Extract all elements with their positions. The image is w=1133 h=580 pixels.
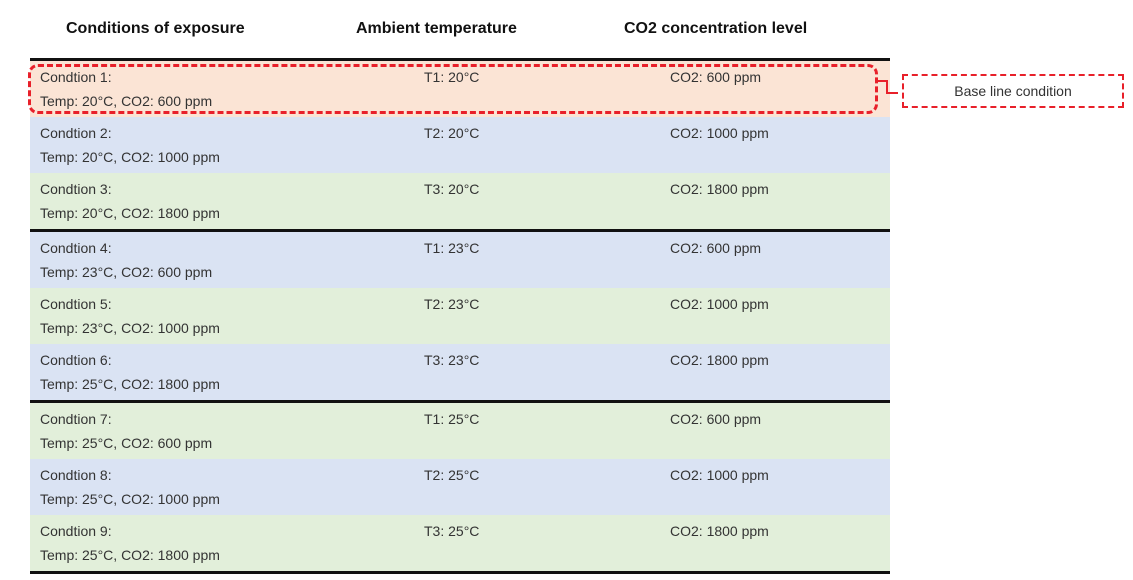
ambient-temperature-cell: T1: 20°C [424,69,480,85]
baseline-condition-callout: Base line condition [902,74,1124,108]
co2-level-cell: CO2: 600 ppm [670,240,762,256]
ambient-temperature-cell: T1: 25°C [424,411,480,427]
ambient-temperature-cell: T2: 25°C [424,467,480,483]
condition-detail: Temp: 25°C, CO2: 600 ppm [40,435,213,451]
condition-label: Condtion 1: [40,69,112,85]
condition-label: Condtion 2: [40,125,112,141]
co2-level-cell: CO2: 1800 ppm [670,352,769,368]
table-row-condition-3: Condtion 3: Temp: 20°C, CO2: 1800 ppm T3… [30,173,890,229]
condition-label: Condtion 5: [40,296,112,312]
table-row-condition-2: Condtion 2: Temp: 20°C, CO2: 1000 ppm T2… [30,117,890,173]
header-conditions-of-exposure: Conditions of exposure [66,20,245,37]
condition-label: Condtion 7: [40,411,112,427]
conditions-table: Condtion 1: Temp: 20°C, CO2: 600 ppm T1:… [30,58,890,574]
callout-connector-tail [886,92,898,94]
co2-level-cell: CO2: 1800 ppm [670,523,769,539]
callout-connector [878,80,888,94]
condition-label: Condtion 9: [40,523,112,539]
condition-label: Condtion 3: [40,181,112,197]
callout-label: Base line condition [954,83,1072,99]
table-rule-bottom [30,571,890,574]
table-row-condition-7: Condtion 7: Temp: 25°C, CO2: 600 ppm T1:… [30,403,890,459]
ambient-temperature-cell: T2: 20°C [424,125,480,141]
table-rule-group-3 [30,400,890,403]
ambient-temperature-cell: T2: 23°C [424,296,480,312]
ambient-temperature-cell: T3: 23°C [424,352,480,368]
table-row-condition-5: Condtion 5: Temp: 23°C, CO2: 1000 ppm T2… [30,288,890,344]
table-row-condition-6: Condtion 6: Temp: 25°C, CO2: 1800 ppm T3… [30,344,890,400]
table-rule-top [30,58,890,61]
ambient-temperature-cell: T1: 23°C [424,240,480,256]
header-ambient-temperature: Ambient temperature [356,20,517,37]
co2-level-cell: CO2: 600 ppm [670,411,762,427]
table-header: Conditions of exposure Ambient temperatu… [30,20,890,44]
condition-label: Condtion 4: [40,240,112,256]
table-row-condition-8: Condtion 8: Temp: 25°C, CO2: 1000 ppm T2… [30,459,890,515]
co2-level-cell: CO2: 600 ppm [670,69,762,85]
condition-detail: Temp: 23°C, CO2: 1000 ppm [40,320,220,336]
condition-detail: Temp: 25°C, CO2: 1800 ppm [40,376,220,392]
condition-label: Condtion 8: [40,467,112,483]
condition-detail: Temp: 25°C, CO2: 1000 ppm [40,491,220,507]
condition-detail: Temp: 20°C, CO2: 600 ppm [40,93,213,109]
ambient-temperature-cell: T3: 25°C [424,523,480,539]
table-row-condition-1: Condtion 1: Temp: 20°C, CO2: 600 ppm T1:… [30,61,890,117]
condition-detail: Temp: 23°C, CO2: 600 ppm [40,264,213,280]
condition-detail: Temp: 25°C, CO2: 1800 ppm [40,547,220,563]
co2-level-cell: CO2: 1800 ppm [670,181,769,197]
header-co2-concentration-level: CO2 concentration level [624,20,808,37]
ambient-temperature-cell: T3: 20°C [424,181,480,197]
co2-level-cell: CO2: 1000 ppm [670,125,769,141]
table-rule-group-2 [30,229,890,232]
condition-detail: Temp: 20°C, CO2: 1800 ppm [40,205,220,221]
table-row-condition-4: Condtion 4: Temp: 23°C, CO2: 600 ppm T1:… [30,232,890,288]
condition-label: Condtion 6: [40,352,112,368]
co2-level-cell: CO2: 1000 ppm [670,296,769,312]
condition-detail: Temp: 20°C, CO2: 1000 ppm [40,149,220,165]
co2-level-cell: CO2: 1000 ppm [670,467,769,483]
table-row-condition-9: Condtion 9: Temp: 25°C, CO2: 1800 ppm T3… [30,515,890,571]
